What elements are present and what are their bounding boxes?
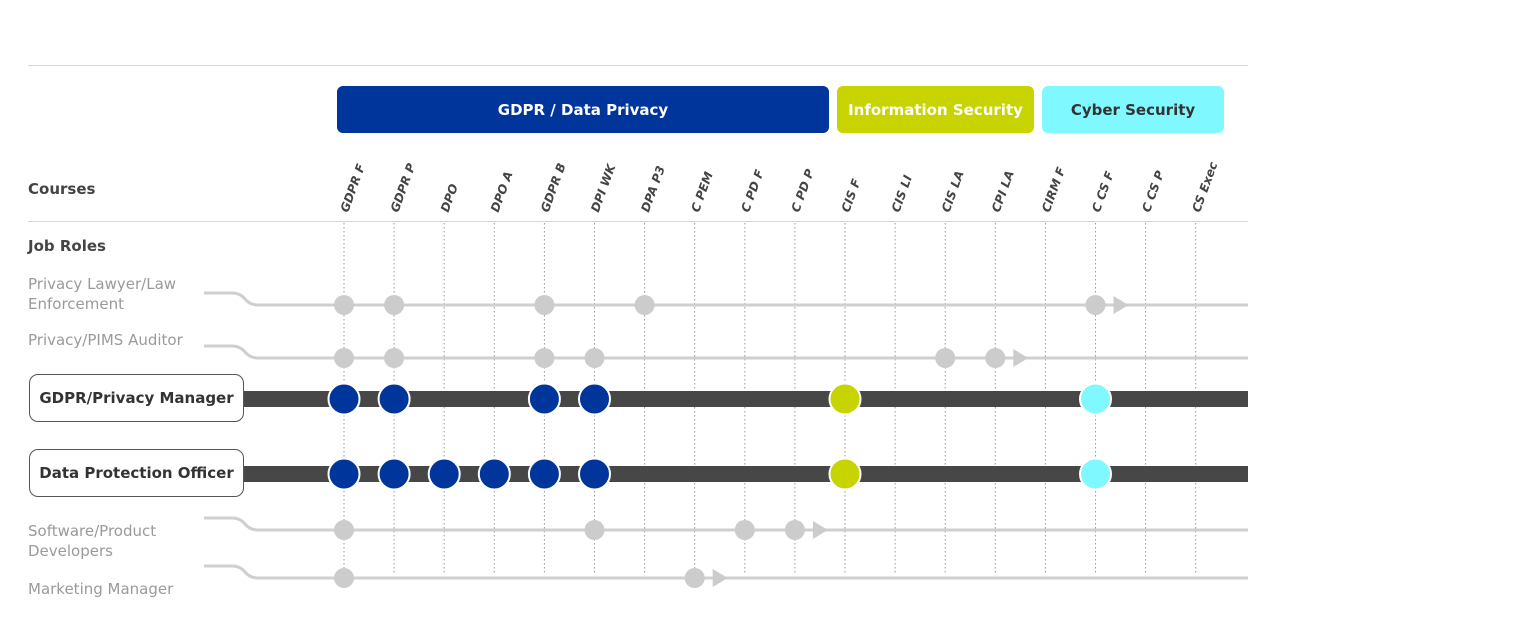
course-dot <box>384 295 405 315</box>
course-dot <box>784 520 805 540</box>
course-dot <box>1079 457 1112 491</box>
course-label: DPA P3 <box>638 164 668 214</box>
course-dot <box>828 457 862 491</box>
job-roles-heading: Job Roles <box>28 237 106 255</box>
role-box-gdpr-privacy-manager: GDPR/Privacy Manager <box>29 374 244 422</box>
course-dot <box>334 295 354 315</box>
course-dot <box>427 457 461 491</box>
category-label: GDPR / Data Privacy <box>497 100 669 119</box>
course-label: DPI WK <box>588 161 619 214</box>
role-label-pims-auditor: Privacy/PIMS Auditor <box>28 331 183 349</box>
course-dot <box>634 295 655 315</box>
course-dot <box>334 568 354 588</box>
course-dot <box>578 457 611 491</box>
course-dot <box>327 457 361 491</box>
course-dot <box>527 382 561 416</box>
track-end-arrow <box>1113 296 1129 314</box>
course-label: DPO <box>438 182 461 214</box>
role-track-highlighted <box>244 391 1248 407</box>
role-track <box>204 291 1248 307</box>
course-label: CIRM F <box>1039 164 1068 214</box>
course-label: CIS F <box>839 176 864 214</box>
course-dot <box>477 457 511 491</box>
role-label-privacy-lawyer: Privacy Lawyer/Law Enforcement <box>28 275 177 313</box>
course-label: C CS P <box>1139 169 1167 214</box>
role-label: Data Protection Officer <box>39 464 234 482</box>
course-dot <box>534 295 555 315</box>
course-label: GDPR B <box>538 161 569 214</box>
course-label: C PEM <box>688 170 716 214</box>
category-label: Cyber Security <box>1070 100 1196 119</box>
course-label: CIS LA <box>939 169 967 214</box>
course-label: CS Exec <box>1189 160 1220 214</box>
course-dot <box>584 348 605 368</box>
category-label: Information Security <box>848 100 1023 119</box>
course-label: CIS LI <box>889 173 915 214</box>
role-track <box>204 564 1248 580</box>
course-label: C PD P <box>789 167 818 214</box>
role-box-data-protection-officer: Data Protection Officer <box>29 449 244 497</box>
course-label: C CS F <box>1089 169 1117 214</box>
course-dot <box>684 568 705 588</box>
course-dot <box>334 348 354 368</box>
course-label: DPO A <box>488 169 516 214</box>
role-track <box>204 344 1248 360</box>
course-label: GDPR P <box>388 161 419 214</box>
course-dot <box>377 382 411 416</box>
course-dot <box>578 382 611 416</box>
course-dot <box>828 382 862 416</box>
track-end-arrow <box>812 521 828 539</box>
course-dot <box>377 457 411 491</box>
category-cyber-security: Cyber Security <box>1042 86 1224 133</box>
course-dot <box>584 520 605 540</box>
course-dot <box>1079 382 1112 416</box>
course-dot <box>1085 295 1106 315</box>
course-dot <box>985 348 1006 368</box>
course-dot <box>384 348 405 368</box>
course-dot <box>534 348 555 368</box>
course-dot <box>334 520 354 540</box>
course-label: C PD F <box>738 167 767 214</box>
role-label: GDPR/Privacy Manager <box>39 389 234 407</box>
track-end-arrow <box>712 569 728 587</box>
category-information-security: Information Security <box>837 86 1034 133</box>
role-label-software-developers: Software/Product Developers <box>28 522 157 560</box>
course-dot <box>734 520 755 540</box>
category-gdpr-data-privacy: GDPR / Data Privacy <box>337 86 829 133</box>
role-label-marketing-manager: Marketing Manager <box>28 580 174 598</box>
course-dot <box>935 348 956 368</box>
course-dot <box>327 382 361 416</box>
role-track <box>204 516 1248 532</box>
courses-heading: Courses <box>28 180 96 198</box>
track-end-arrow <box>1013 349 1029 367</box>
course-dot <box>527 457 561 491</box>
course-label: GDPR F <box>338 161 369 214</box>
course-label: CPI LA <box>989 169 1017 214</box>
